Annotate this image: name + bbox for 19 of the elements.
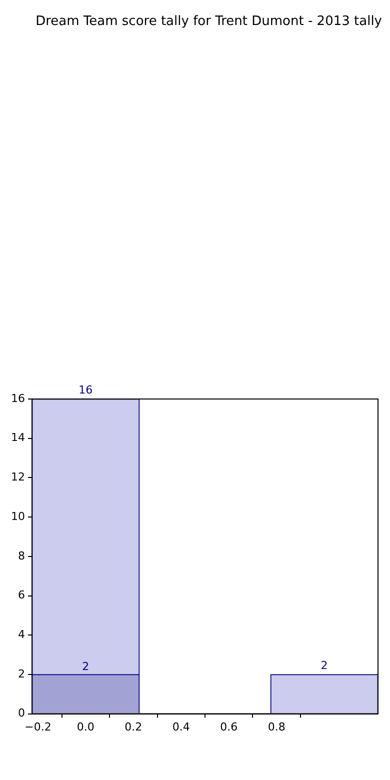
y-tick-label: 2 [18,667,25,680]
x-tick-label: 0.2 [124,720,142,734]
y-tick-label: 4 [18,628,25,641]
y-tick-label: 10 [10,510,25,523]
x-tick-label: 0.0 [76,720,94,734]
y-tick-label: 0 [18,706,25,720]
y-tick-label: 12 [10,470,25,484]
x-tick-label: 0.6 [220,720,238,734]
y-tick-label: 8 [18,549,25,562]
total-label: 16 [78,383,93,396]
data-label: 2 [82,660,90,673]
y-tick-label: 14 [10,431,25,444]
x-tick-label: 0.4 [172,720,190,734]
x-tick-label: 0.8 [268,720,286,734]
y-tick-label: 6 [18,588,25,602]
x-tick-label: −0.2 [24,720,52,734]
chart-title: Dream Team score tally for Trent Dumont - 2013 tally [34,14,382,29]
total-label: 2 [320,658,328,672]
y-tick-label: 16 [10,392,25,405]
